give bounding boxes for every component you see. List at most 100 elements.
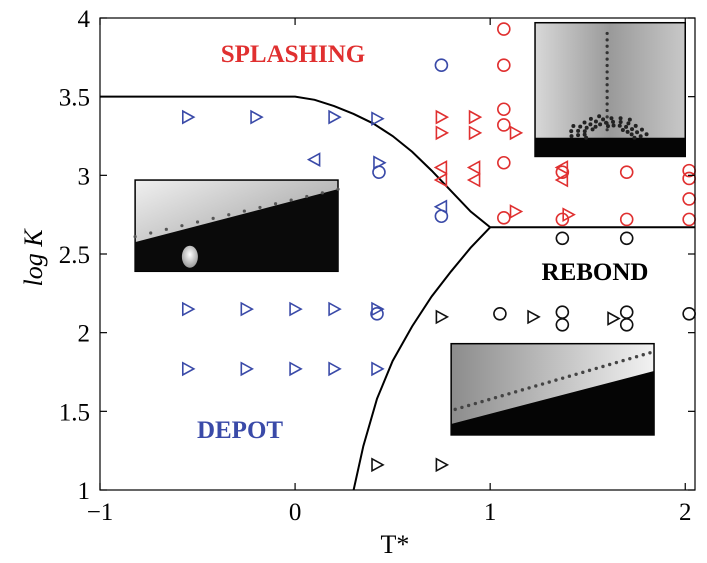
- inset-photos: [133, 21, 686, 436]
- marker-circle-1: [497, 211, 511, 225]
- marker-triangle-right-1: [562, 207, 576, 223]
- inset-splash-particle: [569, 129, 574, 134]
- inset-splash-particle: [617, 123, 622, 128]
- marker-triangle-right-0: [289, 361, 303, 377]
- marker-circle-0: [434, 58, 449, 72]
- inset-droplet: [493, 395, 498, 400]
- inset-droplet: [547, 380, 551, 384]
- inset-droplet: [164, 227, 168, 231]
- inset-splash-particle: [590, 127, 595, 132]
- inset-droplet: [605, 96, 609, 100]
- inset-splash-particle: [598, 122, 603, 127]
- inset-droplet: [605, 102, 609, 106]
- inset-background: [534, 21, 686, 158]
- inset-droplet: [554, 378, 558, 382]
- inset-splash-particle: [605, 124, 610, 129]
- inset-droplet: [227, 213, 231, 217]
- inset-droplet: [621, 358, 625, 363]
- inset-splash-particle: [625, 129, 630, 134]
- inset-surface: [451, 371, 655, 435]
- inset-droplet: [336, 187, 340, 191]
- y-tick-label: 3: [78, 163, 91, 190]
- x-tick-label: 0: [289, 499, 302, 526]
- x-tick-label: 1: [484, 499, 497, 526]
- marker-triangle-right-2: [607, 311, 621, 326]
- inset-droplet: [605, 44, 609, 48]
- marker-triangle-right-2: [435, 309, 450, 325]
- inset-droplet: [605, 70, 609, 74]
- marker-circle-1: [555, 212, 570, 227]
- inset-droplet: [605, 83, 609, 87]
- marker-circle-0: [372, 165, 386, 179]
- marker-triangle-right-1: [435, 109, 450, 125]
- inset-droplet: [242, 209, 246, 213]
- marker-triangle-right-2: [435, 457, 450, 473]
- marker-triangle-left-1: [466, 160, 481, 175]
- inset-droplet: [258, 205, 262, 210]
- marker-triangle-left-1: [433, 160, 448, 175]
- marker-triangle-right-1: [468, 125, 483, 141]
- axis-ticks: −1 0 1 2 1 1.5 2 2.5 3 3.5 4: [59, 6, 695, 526]
- marker-triangle-right-1: [509, 204, 524, 219]
- marker-circle-1: [682, 192, 696, 206]
- inset-splash-particle: [576, 128, 581, 133]
- y-tick-label: 1: [78, 478, 91, 505]
- inset-splash-particle: [611, 123, 616, 128]
- marker-circle-1: [619, 212, 634, 227]
- inset-splash-particle: [627, 117, 632, 122]
- region-label-rebond: REBOND: [542, 259, 649, 286]
- inset-droplet: [601, 364, 605, 369]
- x-tick-label: 2: [679, 499, 692, 526]
- inset-splash-particle: [611, 119, 616, 124]
- marker-triangle-left-1: [554, 172, 569, 188]
- y-axis-label: log K: [19, 228, 48, 287]
- inset-droplet: [605, 89, 609, 93]
- marker-circle-1: [555, 165, 570, 179]
- marker-triangle-right-0: [328, 109, 342, 125]
- marker-triangle-right-1: [468, 109, 483, 125]
- marker-circle-2: [619, 231, 634, 246]
- inset-splash-particle: [639, 127, 644, 132]
- inset-droplet: [180, 224, 184, 228]
- inset-splash-particle: [584, 135, 589, 140]
- marker-triangle-left-1: [554, 160, 569, 175]
- depot-photo-inset: [133, 179, 340, 273]
- marker-circle-2: [555, 305, 570, 320]
- marker-circle-2: [619, 305, 634, 320]
- inset-droplet: [641, 353, 645, 357]
- inset-droplet: [560, 376, 565, 380]
- marker-circle-1: [682, 171, 696, 186]
- marker-triangle-right-1: [435, 125, 450, 141]
- inset-droplet: [133, 235, 137, 239]
- inset-surface: [535, 137, 686, 157]
- inset-droplet: [527, 386, 531, 390]
- inset-splash-particle: [633, 123, 638, 128]
- marker-triangle-right-2: [371, 457, 385, 473]
- inset-splash-particle: [630, 127, 635, 132]
- x-tick-label: −1: [87, 499, 114, 526]
- inset-splash-particle: [578, 124, 583, 129]
- x-axis-label: T*: [381, 530, 410, 559]
- inset-splash-particle: [626, 121, 631, 126]
- marker-triangle-right-0: [250, 109, 264, 125]
- inset-splash-particle: [582, 129, 587, 134]
- marker-triangle-right-1: [509, 125, 524, 141]
- inset-droplet: [305, 194, 309, 199]
- inset-splash-particle: [593, 124, 598, 129]
- marker-circle-0: [434, 209, 449, 224]
- marker-circle-2: [619, 317, 634, 332]
- inset-droplet: [648, 351, 652, 355]
- inset-droplet: [195, 220, 200, 224]
- inset-droplet: [567, 374, 572, 378]
- inset-droplet: [513, 390, 518, 394]
- inset-droplet: [320, 191, 324, 195]
- inset-droplet: [149, 231, 153, 235]
- marker-triangle-right-0: [371, 361, 385, 377]
- inset-droplet: [605, 76, 609, 80]
- marker-triangle-right-0: [181, 361, 196, 377]
- splashing-photo-inset: [534, 21, 686, 158]
- inset-droplet: [607, 362, 612, 367]
- rebond-boundary: [352, 226, 491, 491]
- inset-splash-particle: [638, 134, 643, 139]
